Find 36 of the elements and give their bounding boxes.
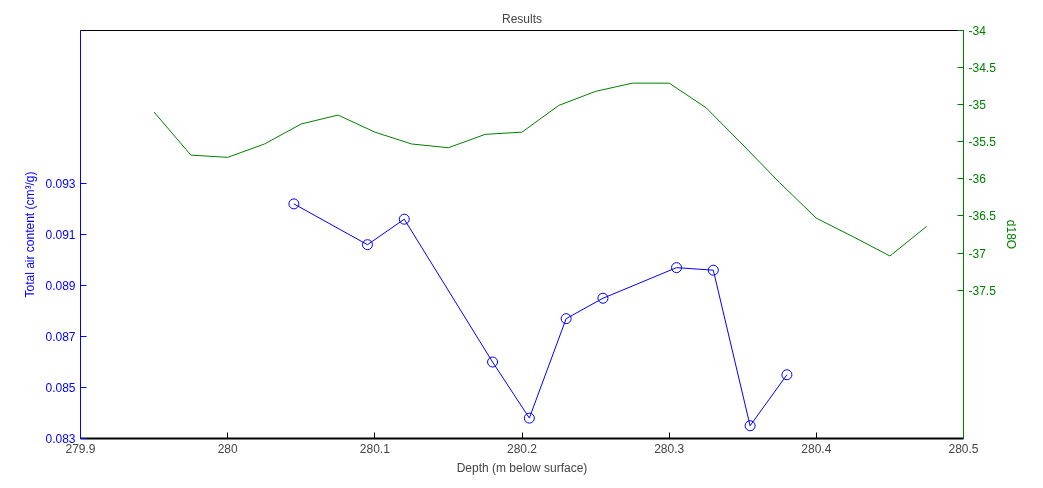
y-tick-label: 0.093 — [45, 177, 76, 191]
y2-tick-label: -35.5 — [968, 135, 997, 150]
point — [398, 213, 410, 225]
y2-tick-label: -36 — [968, 172, 987, 187]
y2-tick-label: -34.5 — [968, 61, 997, 76]
y2-tick-label: -37 — [968, 246, 987, 261]
y-tick-label: 0.083 — [45, 432, 76, 446]
x-tick-label: 280.5 — [948, 441, 979, 456]
x-tick-label: 280.4 — [801, 441, 832, 456]
y-tick-label: 0.085 — [45, 381, 76, 395]
point — [560, 313, 572, 325]
y-tick-label: 0.087 — [45, 330, 76, 344]
x-tick-label: 280.1 — [359, 441, 391, 456]
y-tick-label: 0.091 — [45, 228, 76, 242]
y2-tick-label: -34 — [968, 24, 987, 38]
y2-axis-title: d18O — [1003, 219, 1018, 250]
point — [707, 264, 719, 276]
point — [288, 198, 300, 210]
y-axis-title: Total air content (cm³/g) — [23, 171, 38, 298]
point — [523, 412, 535, 424]
point — [744, 420, 756, 432]
chart-title: Results — [501, 11, 543, 26]
point — [597, 292, 609, 304]
y-tick-label: 0.089 — [45, 279, 76, 293]
x-axis-title: Depth (m below surface) — [456, 460, 588, 475]
point — [361, 239, 373, 251]
y2-tick-label: -35 — [968, 98, 987, 113]
x-tick-label: 280.3 — [654, 441, 685, 456]
y2-tick-label: -37.5 — [968, 283, 997, 298]
x-tick-label: 280 — [217, 441, 238, 456]
point — [671, 262, 683, 274]
y2-tick-label: -36.5 — [968, 209, 997, 224]
x-tick-label: 280.2 — [506, 441, 538, 456]
point — [487, 356, 499, 368]
line-series — [153, 82, 928, 257]
point — [781, 369, 793, 381]
